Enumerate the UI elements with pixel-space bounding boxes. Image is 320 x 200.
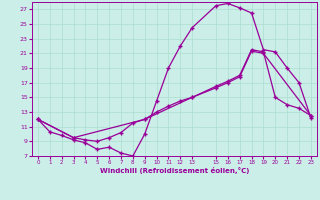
- X-axis label: Windchill (Refroidissement éolien,°C): Windchill (Refroidissement éolien,°C): [100, 167, 249, 174]
